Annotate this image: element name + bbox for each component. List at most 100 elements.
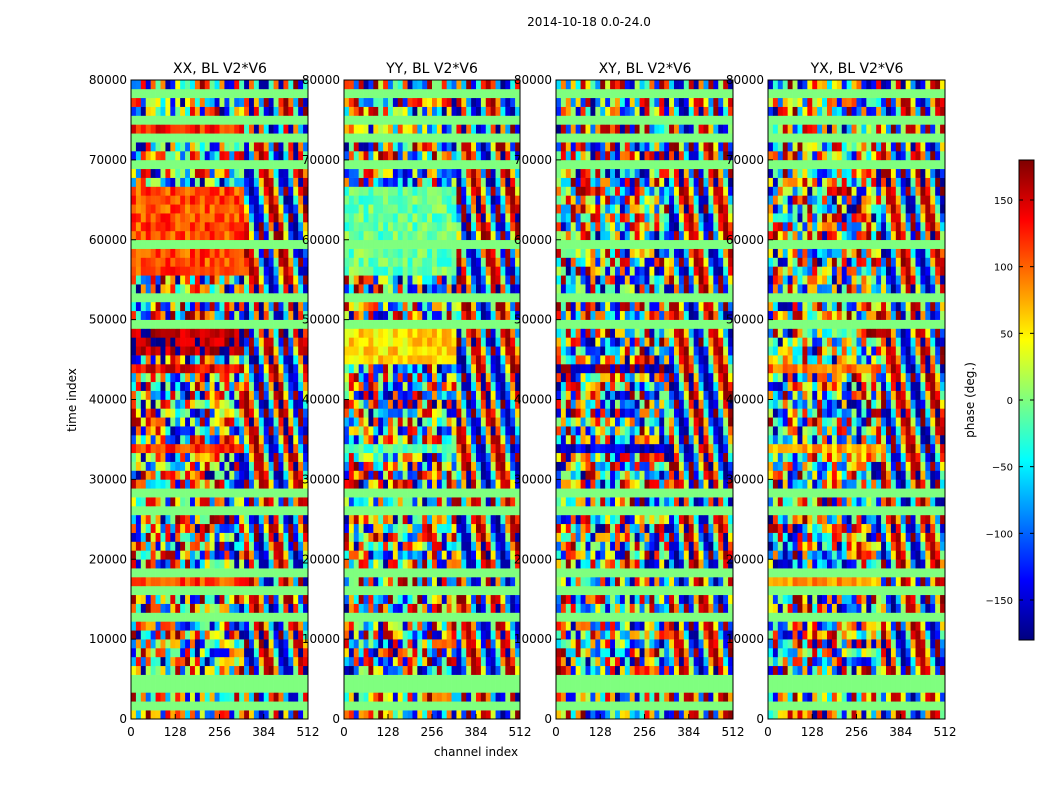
heatmap-cell [466, 133, 472, 143]
heatmap-cell [515, 372, 521, 383]
heatmap-cell [436, 364, 443, 374]
heatmap-cell [495, 168, 501, 178]
heatmap-cell [145, 470, 151, 480]
heatmap-cell [485, 648, 491, 658]
heatmap-cell [268, 603, 274, 613]
heatmap-cell [224, 523, 230, 533]
heatmap-cell [480, 470, 487, 480]
heatmap-cell [131, 195, 137, 205]
heatmap-cell [135, 319, 142, 329]
heatmap-cell [293, 381, 299, 391]
heatmap-cell [446, 275, 452, 285]
heatmap-cell [204, 674, 210, 684]
heatmap-cell [358, 213, 364, 223]
heatmap-cell [199, 674, 206, 684]
heatmap-cell [490, 479, 496, 489]
heatmap-cell [490, 497, 496, 507]
heatmap-cell [412, 443, 418, 454]
heatmap-cell [432, 239, 438, 249]
heatmap-cell [368, 301, 374, 312]
heatmap-cell [268, 443, 274, 454]
heatmap-cell [441, 479, 447, 489]
heatmap-cell [175, 346, 181, 356]
heatmap-cell [353, 222, 359, 232]
heatmap-cell [239, 248, 245, 258]
heatmap-cell [209, 222, 215, 232]
heatmap-cell [199, 319, 206, 329]
heatmap-cell [229, 603, 235, 613]
heatmap-cell [283, 266, 289, 276]
heatmap-cell [140, 577, 147, 587]
heatmap-cell [234, 514, 240, 525]
heatmap-cell [209, 337, 215, 347]
heatmap-cell [145, 275, 151, 285]
heatmap-cell [160, 603, 166, 613]
heatmap-cell [190, 479, 196, 489]
heatmap-cell [402, 594, 408, 604]
heatmap-cell [353, 346, 359, 356]
heatmap-cell [441, 532, 447, 542]
heatmap-cell [170, 177, 176, 187]
heatmap-cell [135, 204, 142, 214]
heatmap-cell [480, 346, 487, 356]
heatmap-cell [456, 275, 462, 285]
heatmap-cell [199, 506, 206, 516]
heatmap-cell [348, 328, 355, 338]
heatmap-cell [288, 461, 294, 471]
heatmap-cell [268, 399, 274, 409]
heatmap-cell [214, 648, 220, 658]
heatmap-cell [402, 452, 408, 462]
heatmap-cell [199, 346, 206, 356]
heatmap-cell [293, 257, 299, 267]
heatmap-cell [253, 301, 260, 312]
heatmap-cell [368, 585, 374, 596]
heatmap-cell [224, 692, 230, 702]
heatmap-cell [219, 372, 225, 383]
heatmap-cell [397, 372, 403, 383]
heatmap-cell [135, 417, 142, 427]
heatmap-cell [145, 399, 151, 409]
heatmap-cell [253, 151, 260, 161]
heatmap-cell [170, 612, 176, 622]
heatmap-cell [185, 550, 191, 560]
heatmap-cell [392, 159, 399, 170]
heatmap-cell [451, 594, 457, 604]
heatmap-cell [373, 630, 379, 640]
heatmap-cell [175, 230, 181, 241]
heatmap-cell [446, 674, 452, 684]
heatmap-cell [446, 426, 452, 436]
heatmap-cell [249, 151, 255, 161]
heatmap-cell [451, 523, 457, 533]
heatmap-cell [190, 381, 196, 391]
heatmap-cell [160, 266, 166, 276]
heatmap-cell [214, 701, 220, 711]
heatmap-cell [446, 168, 452, 178]
heatmap-cell [175, 435, 181, 445]
heatmap-cell [145, 426, 151, 436]
heatmap-cell [185, 355, 191, 365]
heatmap-cell [451, 230, 457, 241]
heatmap-cell [224, 506, 230, 516]
heatmap-cell [417, 399, 423, 409]
heatmap-cell [471, 151, 477, 161]
heatmap-cell [283, 523, 289, 533]
heatmap-cell [253, 399, 260, 409]
heatmap-cell [505, 568, 511, 578]
heatmap-cell [160, 88, 166, 99]
heatmap-cell [214, 284, 220, 294]
heatmap-cell [185, 328, 191, 338]
heatmap-cell [185, 514, 191, 525]
heatmap-cell [273, 355, 279, 365]
heatmap-cell [155, 257, 161, 267]
heatmap-cell [378, 248, 384, 258]
heatmap-cell [185, 559, 191, 569]
heatmap-cell [268, 151, 274, 161]
heatmap-cell [180, 506, 186, 516]
heatmap-cell [160, 559, 166, 569]
heatmap-cell [293, 151, 299, 161]
heatmap-cell [476, 239, 482, 249]
heatmap-cell [194, 230, 201, 241]
heatmap-cell [373, 559, 379, 569]
heatmap-cell [131, 328, 137, 338]
heatmap-cell [258, 443, 265, 454]
